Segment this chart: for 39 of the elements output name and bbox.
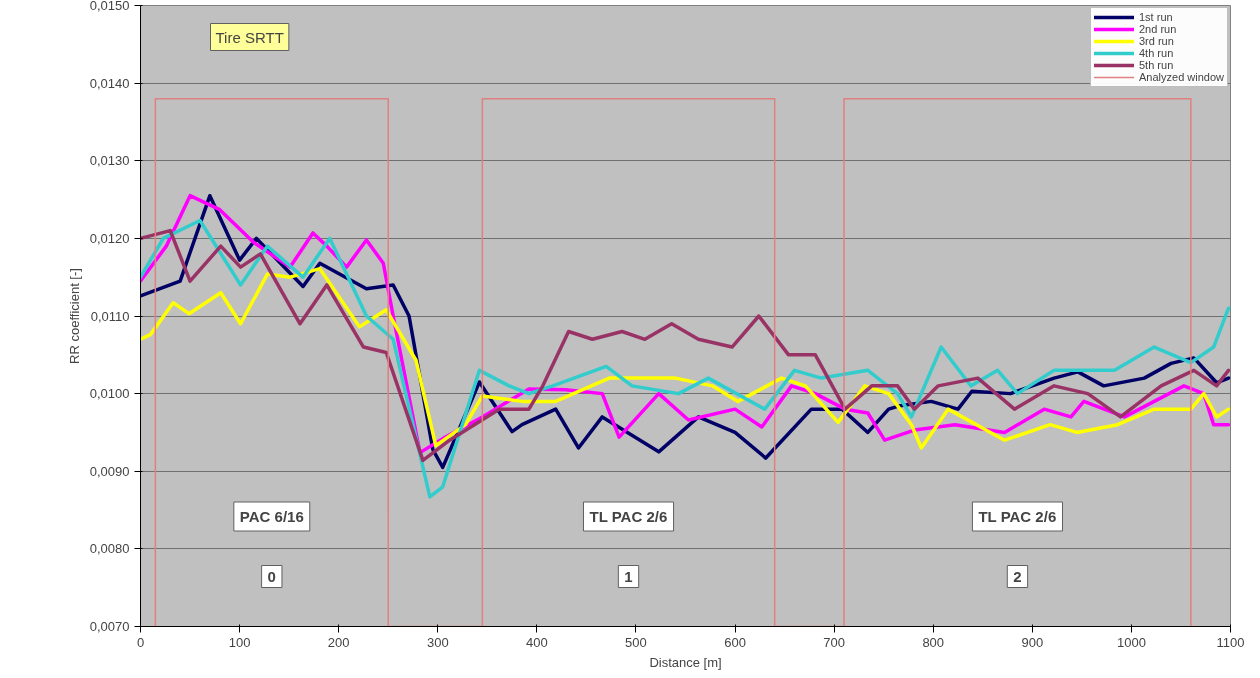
annotation: PAC 6/16	[239, 508, 304, 525]
x-tick-label: 800	[922, 634, 945, 650]
annotation: 2	[1013, 567, 1022, 585]
x-tick-label: 1100	[1216, 634, 1245, 650]
y-tick-label: 0,0130	[89, 153, 130, 169]
y-tick-label: 0,0070	[89, 619, 130, 634]
legend-label: 5th run	[1139, 59, 1174, 71]
annotation: TL PAC 2/6	[978, 508, 1057, 525]
x-tick-label: 600	[724, 634, 746, 650]
y-tick-label: 0,0110	[90, 308, 130, 324]
annotation: 0	[267, 567, 276, 585]
x-tick-label: 900	[1021, 634, 1044, 650]
y-tick-label: 0,0080	[89, 541, 130, 557]
legend-label: Analyzed window	[1139, 71, 1224, 83]
y-tick-label: 0,0120	[89, 230, 130, 246]
annotation: 1	[624, 567, 633, 585]
x-axis-title: Distance [m]	[649, 654, 722, 670]
annotation: TL PAC 2/6	[589, 508, 668, 525]
x-tick-label: 300	[426, 634, 449, 650]
y-tick-label: 0,0090	[89, 463, 130, 479]
x-tick-label: 400	[526, 634, 548, 650]
annotation: Tire SRTT	[215, 28, 284, 46]
legend-label: 4th run	[1139, 47, 1174, 59]
y-tick-label: 0,0100	[89, 386, 130, 402]
legend-label: 1st run	[1139, 11, 1173, 23]
line-series	[140, 266, 1231, 450]
x-tick-label: 700	[823, 634, 845, 650]
y-axis-title: RR coefficient [-]	[66, 268, 82, 364]
legend-label: 2nd run	[1139, 23, 1177, 35]
x-tick-label: 0	[136, 634, 145, 650]
y-tick-label: 0,0140	[89, 75, 130, 91]
y-tick-label: 0,0150	[89, 0, 130, 13]
x-tick-label: 100	[228, 634, 251, 650]
x-tick-label: 200	[327, 634, 350, 650]
line-series	[140, 228, 1231, 463]
legend-label: 3rd run	[1139, 35, 1174, 47]
line-series	[140, 218, 1231, 499]
x-tick-label: 1000	[1116, 634, 1146, 650]
x-tick-label: 500	[625, 634, 647, 650]
